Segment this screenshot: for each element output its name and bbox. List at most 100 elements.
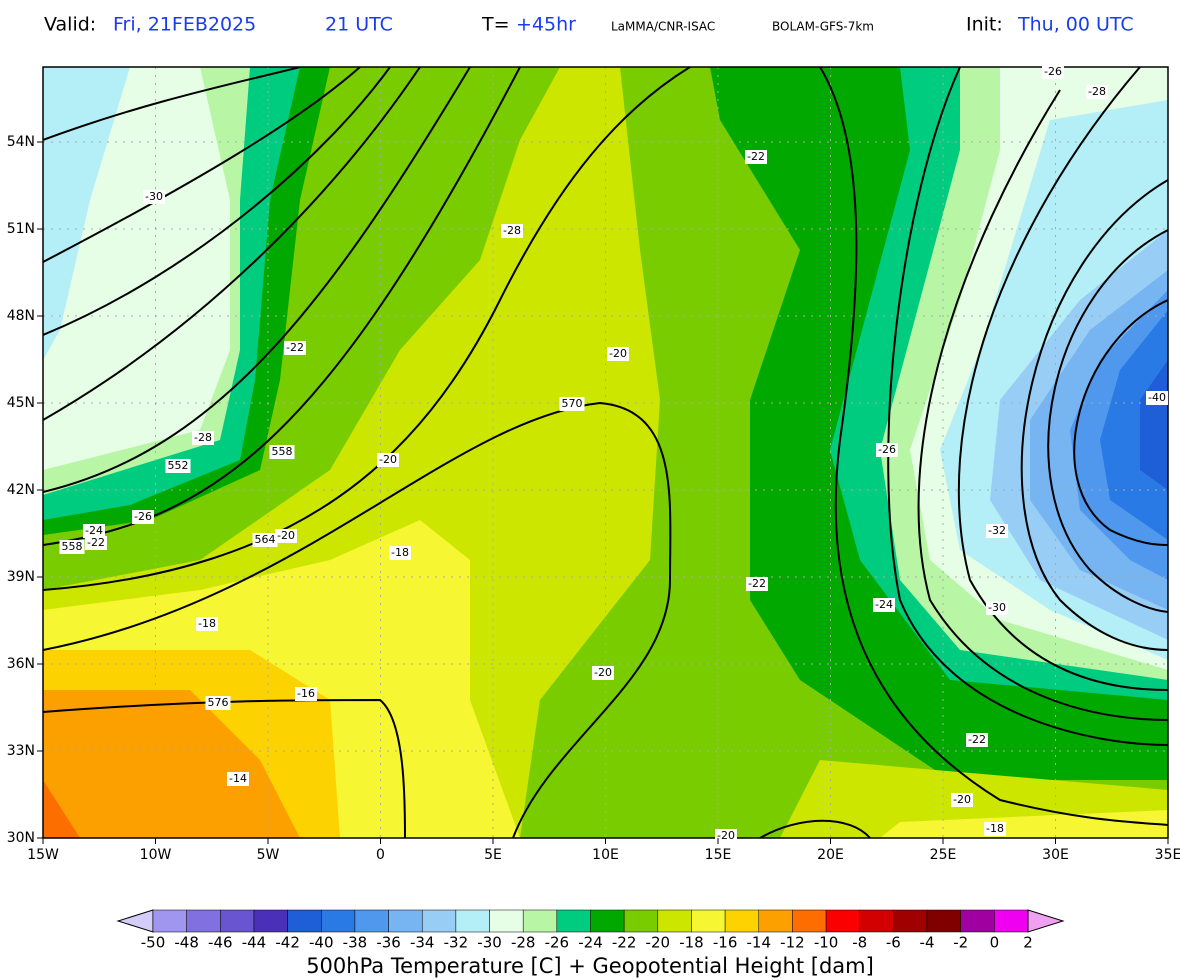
colorbar-label: -22 xyxy=(612,934,637,952)
colorbar-box xyxy=(926,909,961,933)
label-background xyxy=(745,150,767,164)
init-time: Thu, 00 UTC xyxy=(1017,14,1134,36)
lead-time: +45hr xyxy=(516,14,576,36)
colorbar-extension xyxy=(1027,909,1065,933)
contour-line xyxy=(957,67,1168,691)
colorbar-box xyxy=(253,909,288,933)
contour-label: -16 xyxy=(295,687,317,701)
contour-label-text: -20 xyxy=(953,793,971,806)
colorbar-box xyxy=(388,909,423,933)
colorbar-box xyxy=(758,909,793,933)
colorbar-box xyxy=(792,909,827,933)
contour-label: 576 xyxy=(205,696,231,710)
contour-line xyxy=(1073,299,1168,546)
contour-label: -28 xyxy=(192,431,214,445)
colorbar-box xyxy=(623,909,659,933)
contour-label-text: -28 xyxy=(1088,85,1106,98)
contour-label-text: -28 xyxy=(194,431,212,444)
contour-label-text: -24 xyxy=(85,524,103,537)
contour-line xyxy=(43,67,521,546)
lat-tick-label: 36N xyxy=(7,656,35,672)
contour-label-text: -22 xyxy=(87,536,105,549)
colorbar-box xyxy=(556,909,591,933)
contour-line xyxy=(43,67,471,493)
colorbar-box xyxy=(152,909,187,933)
contour-label: -20 xyxy=(607,347,629,361)
colorbar: -50 -48 -46 -44 -42 -40 -38 -36 -34 -32 -30 -28 -26-… xyxy=(116,909,1065,952)
label-background xyxy=(501,224,523,238)
contour-label-text: -22 xyxy=(968,733,986,746)
contour-line xyxy=(917,89,1168,721)
lon-tick-label: 25E xyxy=(930,847,957,863)
contour-line xyxy=(1020,179,1168,651)
contour-label: -20 xyxy=(377,453,399,467)
contour-label: -24 xyxy=(873,598,895,612)
colorbar-label: -48 xyxy=(174,934,199,952)
contour-label-text: -26 xyxy=(878,443,896,456)
contour-label-text: 576 xyxy=(208,696,229,709)
colorbar-label: -30 xyxy=(477,934,502,952)
colorbar-label: -24 xyxy=(578,934,603,952)
lon-tick-label: 0 xyxy=(376,847,385,863)
colorbar-box xyxy=(960,909,995,933)
contour-label-text: -26 xyxy=(1044,65,1062,78)
lon-tick-label: 20E xyxy=(817,847,844,863)
contour-label-text: 564 xyxy=(255,533,276,546)
label-background xyxy=(275,529,297,543)
label-background xyxy=(269,445,295,459)
colorbar-label: 2 xyxy=(1023,934,1033,952)
contour-line xyxy=(887,67,1168,746)
contour-label: 564 xyxy=(252,533,278,547)
colorbar-box xyxy=(590,909,625,933)
label-background xyxy=(966,733,988,747)
colorbar-label: -6 xyxy=(886,934,901,952)
contour-line xyxy=(759,819,871,838)
colorbar-label: -40 xyxy=(309,934,334,952)
label-background xyxy=(377,453,399,467)
contour-label: -20 xyxy=(951,793,973,807)
contour-label: 558 xyxy=(269,445,295,459)
contour-label-text: -18 xyxy=(391,546,409,559)
colorbar-title: 500hPa Temperature [C] + Geopotential He… xyxy=(306,954,874,978)
valid-label: Valid: xyxy=(44,14,96,36)
colorbar-label: -20 xyxy=(646,934,671,952)
contour-label-text: -20 xyxy=(379,453,397,466)
label-background xyxy=(192,431,214,445)
lon-tick-label: 10E xyxy=(592,847,619,863)
contour-line xyxy=(43,67,361,263)
label-background xyxy=(83,524,105,538)
contour-label: 552 xyxy=(165,459,191,473)
lat-tick-label: 45N xyxy=(7,395,35,411)
contour-label-text: -28 xyxy=(503,224,521,237)
label-background xyxy=(986,601,1008,615)
contour-label: -30 xyxy=(986,601,1008,615)
contour-line xyxy=(43,401,672,838)
colorbar-label: -44 xyxy=(242,934,267,952)
contour-label: -26 xyxy=(1042,65,1064,79)
colorbar-label: -46 xyxy=(208,934,233,952)
contour-labels: -26 -28 -22 -30 -28 -22 -20 570 -40 -28 552 558 -20 -… xyxy=(59,65,1168,843)
label-background xyxy=(607,347,629,361)
colorbar-box xyxy=(859,909,894,933)
label-background xyxy=(252,533,278,547)
contour-label-text: -24 xyxy=(875,598,893,611)
lead-label: T= xyxy=(481,14,510,36)
colorbar-label: -2 xyxy=(953,934,968,952)
lat-tick-label: 42N xyxy=(7,482,35,498)
contour-line xyxy=(1047,229,1168,613)
contour-label: -18 xyxy=(984,822,1006,836)
colorbar-box xyxy=(724,909,760,933)
contour-label: -22 xyxy=(966,733,988,747)
colorbar-box xyxy=(489,909,524,933)
lon-tick-label: 10W xyxy=(140,847,172,863)
label-background xyxy=(389,546,411,560)
label-background xyxy=(1086,85,1108,99)
colorbar-label: -16 xyxy=(713,934,738,952)
lat-tick-label: 54N xyxy=(7,134,35,150)
label-background xyxy=(227,772,249,786)
colorbar-label: -18 xyxy=(679,934,704,952)
colorbar-label: -50 xyxy=(141,934,166,952)
label-background xyxy=(984,822,1006,836)
